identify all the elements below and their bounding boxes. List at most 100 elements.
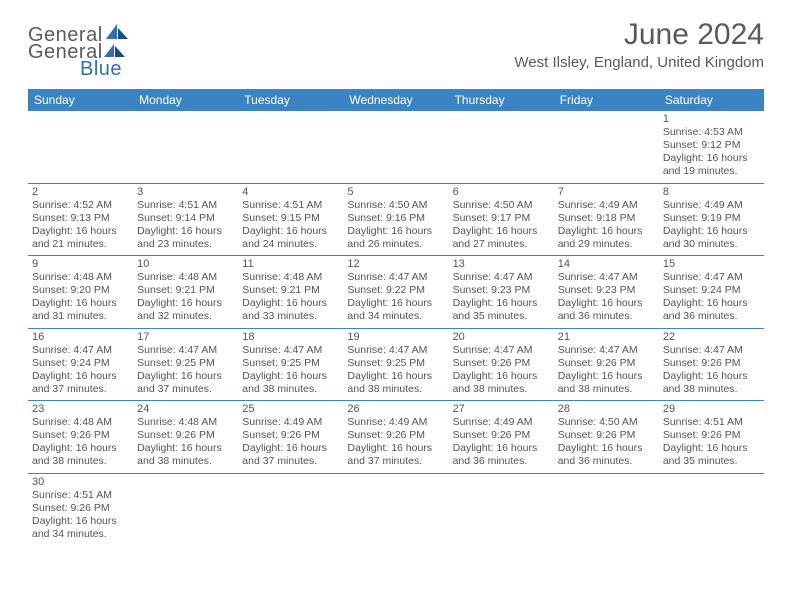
day-info-line: and 38 minutes. [663, 383, 760, 396]
calendar-row: 2Sunrise: 4:52 AMSunset: 9:13 PMDaylight… [28, 183, 764, 256]
day-number: 12 [347, 258, 444, 270]
day-info-line: Sunset: 9:25 PM [137, 357, 234, 370]
calendar-cell [554, 111, 659, 183]
day-info-line: Daylight: 16 hours [242, 225, 339, 238]
calendar-cell: 9Sunrise: 4:48 AMSunset: 9:20 PMDaylight… [28, 256, 133, 329]
day-info-line: Sunrise: 4:51 AM [137, 199, 234, 212]
day-info-line: and 19 minutes. [663, 165, 760, 178]
calendar-cell: 20Sunrise: 4:47 AMSunset: 9:26 PMDayligh… [449, 328, 554, 401]
day-info-line: Daylight: 16 hours [242, 370, 339, 383]
day-info-line: and 36 minutes. [663, 310, 760, 323]
day-info-line: and 31 minutes. [32, 310, 129, 323]
day-info-line: Sunrise: 4:47 AM [137, 344, 234, 357]
calendar-cell [133, 473, 238, 545]
day-info-line: and 34 minutes. [347, 310, 444, 323]
day-info-line: Sunrise: 4:47 AM [242, 344, 339, 357]
month-title: June 2024 [514, 18, 764, 52]
weekday-header: Sunday [28, 89, 133, 111]
day-info-line: Sunrise: 4:47 AM [347, 271, 444, 284]
day-info-line: Daylight: 16 hours [663, 297, 760, 310]
day-info-line: Sunrise: 4:49 AM [347, 416, 444, 429]
day-info-line: Daylight: 16 hours [558, 225, 655, 238]
day-info-line: and 38 minutes. [242, 383, 339, 396]
calendar-cell: 28Sunrise: 4:50 AMSunset: 9:26 PMDayligh… [554, 401, 659, 474]
day-info-line: Sunrise: 4:47 AM [453, 344, 550, 357]
day-number: 7 [558, 186, 655, 198]
day-info-line: Daylight: 16 hours [453, 370, 550, 383]
day-info-line: Sunset: 9:26 PM [558, 357, 655, 370]
calendar-row: 1Sunrise: 4:53 AMSunset: 9:12 PMDaylight… [28, 111, 764, 183]
day-number: 26 [347, 403, 444, 415]
calendar-cell: 17Sunrise: 4:47 AMSunset: 9:25 PMDayligh… [133, 328, 238, 401]
day-info-line: Sunset: 9:26 PM [663, 429, 760, 442]
weekday-header: Wednesday [343, 89, 448, 111]
day-info-line: Sunset: 9:17 PM [453, 212, 550, 225]
day-number: 27 [453, 403, 550, 415]
calendar-row: 30Sunrise: 4:51 AMSunset: 9:26 PMDayligh… [28, 473, 764, 545]
day-info-line: Sunset: 9:26 PM [663, 357, 760, 370]
day-info-line: Sunset: 9:26 PM [558, 429, 655, 442]
day-number: 22 [663, 331, 760, 343]
day-info-line: Sunset: 9:26 PM [32, 502, 129, 515]
day-info-line: Sunrise: 4:47 AM [453, 271, 550, 284]
day-info-line: Sunrise: 4:47 AM [32, 344, 129, 357]
calendar-cell: 29Sunrise: 4:51 AMSunset: 9:26 PMDayligh… [659, 401, 764, 474]
calendar-cell: 1Sunrise: 4:53 AMSunset: 9:12 PMDaylight… [659, 111, 764, 183]
calendar-row: 9Sunrise: 4:48 AMSunset: 9:20 PMDaylight… [28, 256, 764, 329]
day-info-line: Sunrise: 4:48 AM [32, 271, 129, 284]
calendar-cell [343, 111, 448, 183]
calendar-cell: 21Sunrise: 4:47 AMSunset: 9:26 PMDayligh… [554, 328, 659, 401]
day-info-line: and 27 minutes. [453, 238, 550, 251]
day-info-line: Sunset: 9:24 PM [663, 284, 760, 297]
day-info-line: Daylight: 16 hours [242, 297, 339, 310]
day-info-line: and 38 minutes. [347, 383, 444, 396]
weekday-header: Monday [133, 89, 238, 111]
calendar-cell: 12Sunrise: 4:47 AMSunset: 9:22 PMDayligh… [343, 256, 448, 329]
calendar-cell: 16Sunrise: 4:47 AMSunset: 9:24 PMDayligh… [28, 328, 133, 401]
day-info-line: Sunset: 9:26 PM [453, 429, 550, 442]
day-number: 28 [558, 403, 655, 415]
day-info-line: Daylight: 16 hours [137, 297, 234, 310]
day-info-line: Sunrise: 4:48 AM [242, 271, 339, 284]
calendar-cell: 26Sunrise: 4:49 AMSunset: 9:26 PMDayligh… [343, 401, 448, 474]
day-number: 20 [453, 331, 550, 343]
day-info-line: and 21 minutes. [32, 238, 129, 251]
day-info-line: Daylight: 16 hours [32, 515, 129, 528]
calendar-cell: 13Sunrise: 4:47 AMSunset: 9:23 PMDayligh… [449, 256, 554, 329]
day-number: 29 [663, 403, 760, 415]
day-info-line: Daylight: 16 hours [453, 297, 550, 310]
location: West Ilsley, England, United Kingdom [514, 54, 764, 71]
day-info-line: Sunset: 9:14 PM [137, 212, 234, 225]
day-info-line: Sunset: 9:19 PM [663, 212, 760, 225]
day-info-line: and 23 minutes. [137, 238, 234, 251]
day-info-line: Daylight: 16 hours [663, 152, 760, 165]
day-number: 10 [137, 258, 234, 270]
day-info-line: Sunrise: 4:47 AM [558, 271, 655, 284]
day-number: 15 [663, 258, 760, 270]
day-info-line: Daylight: 16 hours [137, 225, 234, 238]
day-info-line: and 32 minutes. [137, 310, 234, 323]
day-number: 5 [347, 186, 444, 198]
calendar-cell: 25Sunrise: 4:49 AMSunset: 9:26 PMDayligh… [238, 401, 343, 474]
calendar-cell: 15Sunrise: 4:47 AMSunset: 9:24 PMDayligh… [659, 256, 764, 329]
day-info-line: Sunrise: 4:47 AM [558, 344, 655, 357]
calendar-cell: 22Sunrise: 4:47 AMSunset: 9:26 PMDayligh… [659, 328, 764, 401]
day-number: 19 [347, 331, 444, 343]
day-info-line: and 24 minutes. [242, 238, 339, 251]
day-info-line: Sunset: 9:24 PM [32, 357, 129, 370]
day-info-line: and 34 minutes. [32, 528, 129, 541]
calendar-cell: 2Sunrise: 4:52 AMSunset: 9:13 PMDaylight… [28, 183, 133, 256]
day-number: 2 [32, 186, 129, 198]
day-info-line: Daylight: 16 hours [137, 370, 234, 383]
calendar-cell: 14Sunrise: 4:47 AMSunset: 9:23 PMDayligh… [554, 256, 659, 329]
weekday-header: Saturday [659, 89, 764, 111]
day-info-line: Sunrise: 4:48 AM [137, 271, 234, 284]
weekday-header: Tuesday [238, 89, 343, 111]
day-info-line: Sunset: 9:12 PM [663, 139, 760, 152]
day-info-line: Daylight: 16 hours [137, 442, 234, 455]
calendar-cell: 5Sunrise: 4:50 AMSunset: 9:16 PMDaylight… [343, 183, 448, 256]
day-info-line: Daylight: 16 hours [347, 442, 444, 455]
calendar-cell: 24Sunrise: 4:48 AMSunset: 9:26 PMDayligh… [133, 401, 238, 474]
calendar-cell: 18Sunrise: 4:47 AMSunset: 9:25 PMDayligh… [238, 328, 343, 401]
day-info-line: Sunset: 9:26 PM [347, 429, 444, 442]
